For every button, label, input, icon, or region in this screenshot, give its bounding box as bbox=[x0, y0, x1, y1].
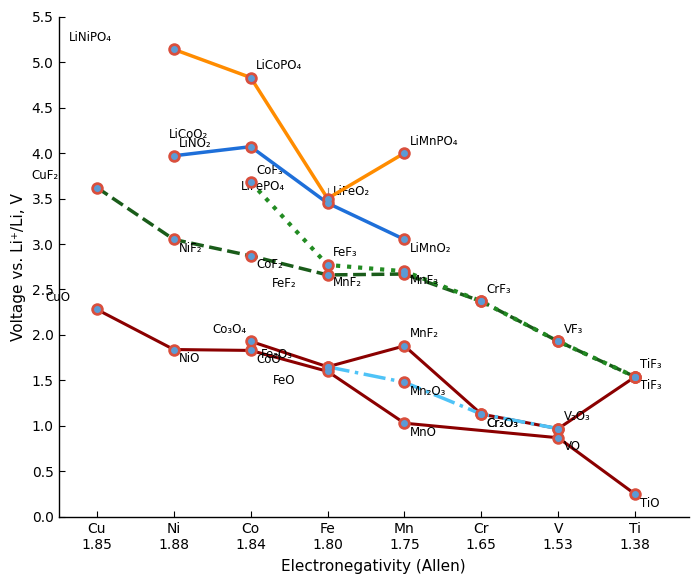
Text: FeF₂: FeF₂ bbox=[272, 277, 297, 290]
Y-axis label: Voltage vs. Li⁺/Li, V: Voltage vs. Li⁺/Li, V bbox=[11, 193, 26, 340]
Text: MnF₂: MnF₂ bbox=[333, 277, 362, 290]
Text: LiFePO₄: LiFePO₄ bbox=[241, 180, 286, 193]
Text: CoO: CoO bbox=[256, 353, 281, 366]
Text: Cr₂O₃: Cr₂O₃ bbox=[486, 417, 519, 429]
Text: Co₃O₄: Co₃O₄ bbox=[213, 323, 247, 336]
Text: TiF₃: TiF₃ bbox=[640, 379, 662, 393]
Text: NiO: NiO bbox=[179, 352, 201, 365]
Text: NiF₂: NiF₂ bbox=[179, 242, 203, 255]
Text: CrF₃: CrF₃ bbox=[486, 283, 511, 296]
Text: CuO: CuO bbox=[45, 291, 70, 304]
Text: MnF₃: MnF₃ bbox=[410, 274, 439, 287]
Text: Fe₂O₃: Fe₂O₃ bbox=[261, 348, 293, 362]
Text: V₂O₃: V₂O₃ bbox=[564, 410, 590, 423]
Text: LiCoO₂: LiCoO₂ bbox=[169, 128, 209, 141]
Text: LiNO₂: LiNO₂ bbox=[179, 137, 212, 150]
Text: VF₃: VF₃ bbox=[564, 323, 583, 336]
Text: TiF₃: TiF₃ bbox=[640, 359, 662, 371]
Text: FeO: FeO bbox=[273, 374, 295, 387]
Text: Mn₂O₃: Mn₂O₃ bbox=[410, 385, 446, 398]
Text: LiNiPO₄: LiNiPO₄ bbox=[69, 31, 112, 44]
Text: CoF₂: CoF₂ bbox=[256, 259, 283, 271]
Text: TiO: TiO bbox=[640, 497, 660, 510]
Text: LiMnPO₄: LiMnPO₄ bbox=[410, 135, 459, 147]
Text: LiFeO₂: LiFeO₂ bbox=[333, 185, 370, 198]
Text: FeF₃: FeF₃ bbox=[333, 246, 358, 260]
Text: MnO: MnO bbox=[410, 426, 437, 439]
Text: Cr₂O₃: Cr₂O₃ bbox=[486, 417, 519, 429]
X-axis label: Electronegativity (Allen): Electronegativity (Allen) bbox=[281, 559, 466, 574]
Text: CuF₂: CuF₂ bbox=[32, 169, 59, 182]
Text: VO: VO bbox=[564, 440, 580, 453]
Text: LiMnO₂: LiMnO₂ bbox=[410, 242, 452, 255]
Text: MnF₂: MnF₂ bbox=[410, 328, 439, 340]
Text: CoF₃: CoF₃ bbox=[256, 164, 283, 177]
Text: LiCoPO₄: LiCoPO₄ bbox=[256, 59, 302, 72]
